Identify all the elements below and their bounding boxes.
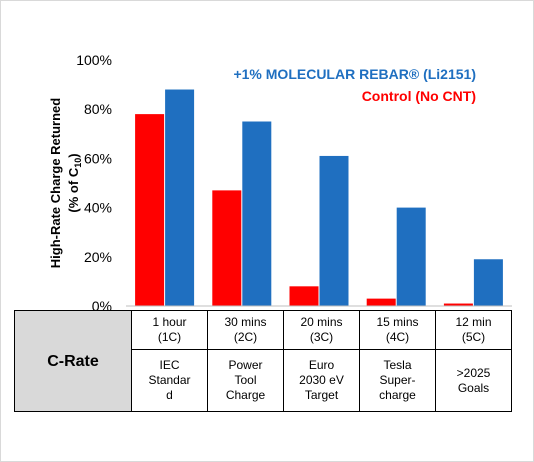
legend-series-rebar: +1% MOLECULAR REBAR® (Li2151) xyxy=(233,66,476,82)
c-rate-header: C-Rate xyxy=(14,310,132,412)
y-tick-label: 100% xyxy=(76,52,112,68)
y-tick-label: 20% xyxy=(84,249,112,265)
y-tick-label: 60% xyxy=(84,150,112,166)
legend-series-control: Control (No CNT) xyxy=(361,88,476,104)
c-rate-cell: 12 min (5C) xyxy=(435,310,512,350)
y-axis-label-units: (% of C10) xyxy=(66,153,83,212)
target-cell: Tesla Super- charge xyxy=(359,349,436,412)
target-cell: Power Tool Charge xyxy=(207,349,284,412)
target-cell: Euro 2030 eV Target xyxy=(283,349,360,412)
y-tick-label: 80% xyxy=(84,101,112,117)
y-tick-label: 40% xyxy=(84,200,112,216)
c-rate-cell: 30 mins (2C) xyxy=(207,310,284,350)
bar-control xyxy=(135,114,165,307)
bar-rebar xyxy=(165,89,195,307)
bar-control xyxy=(443,303,473,306)
bar-control xyxy=(289,286,319,306)
bar-rebar xyxy=(319,155,349,306)
bar-rebar xyxy=(473,259,503,306)
y-axis-label: High-Rate Charge Returned xyxy=(48,98,63,269)
target-cell: IEC Standar d xyxy=(131,349,208,412)
c-rate-cell: 20 mins (3C) xyxy=(283,310,360,350)
bar-rebar xyxy=(396,207,426,306)
c-rate-table: C-Rate 1 hour (1C) 30 mins (2C) 20 mins … xyxy=(14,310,512,412)
target-cell: >2025 Goals xyxy=(435,349,512,412)
bar-control xyxy=(366,298,396,306)
c-rate-cell: 1 hour (1C) xyxy=(131,310,208,350)
bar-control xyxy=(212,190,242,306)
bar-rebar xyxy=(242,121,272,306)
c-rate-cell: 15 mins (4C) xyxy=(359,310,436,350)
